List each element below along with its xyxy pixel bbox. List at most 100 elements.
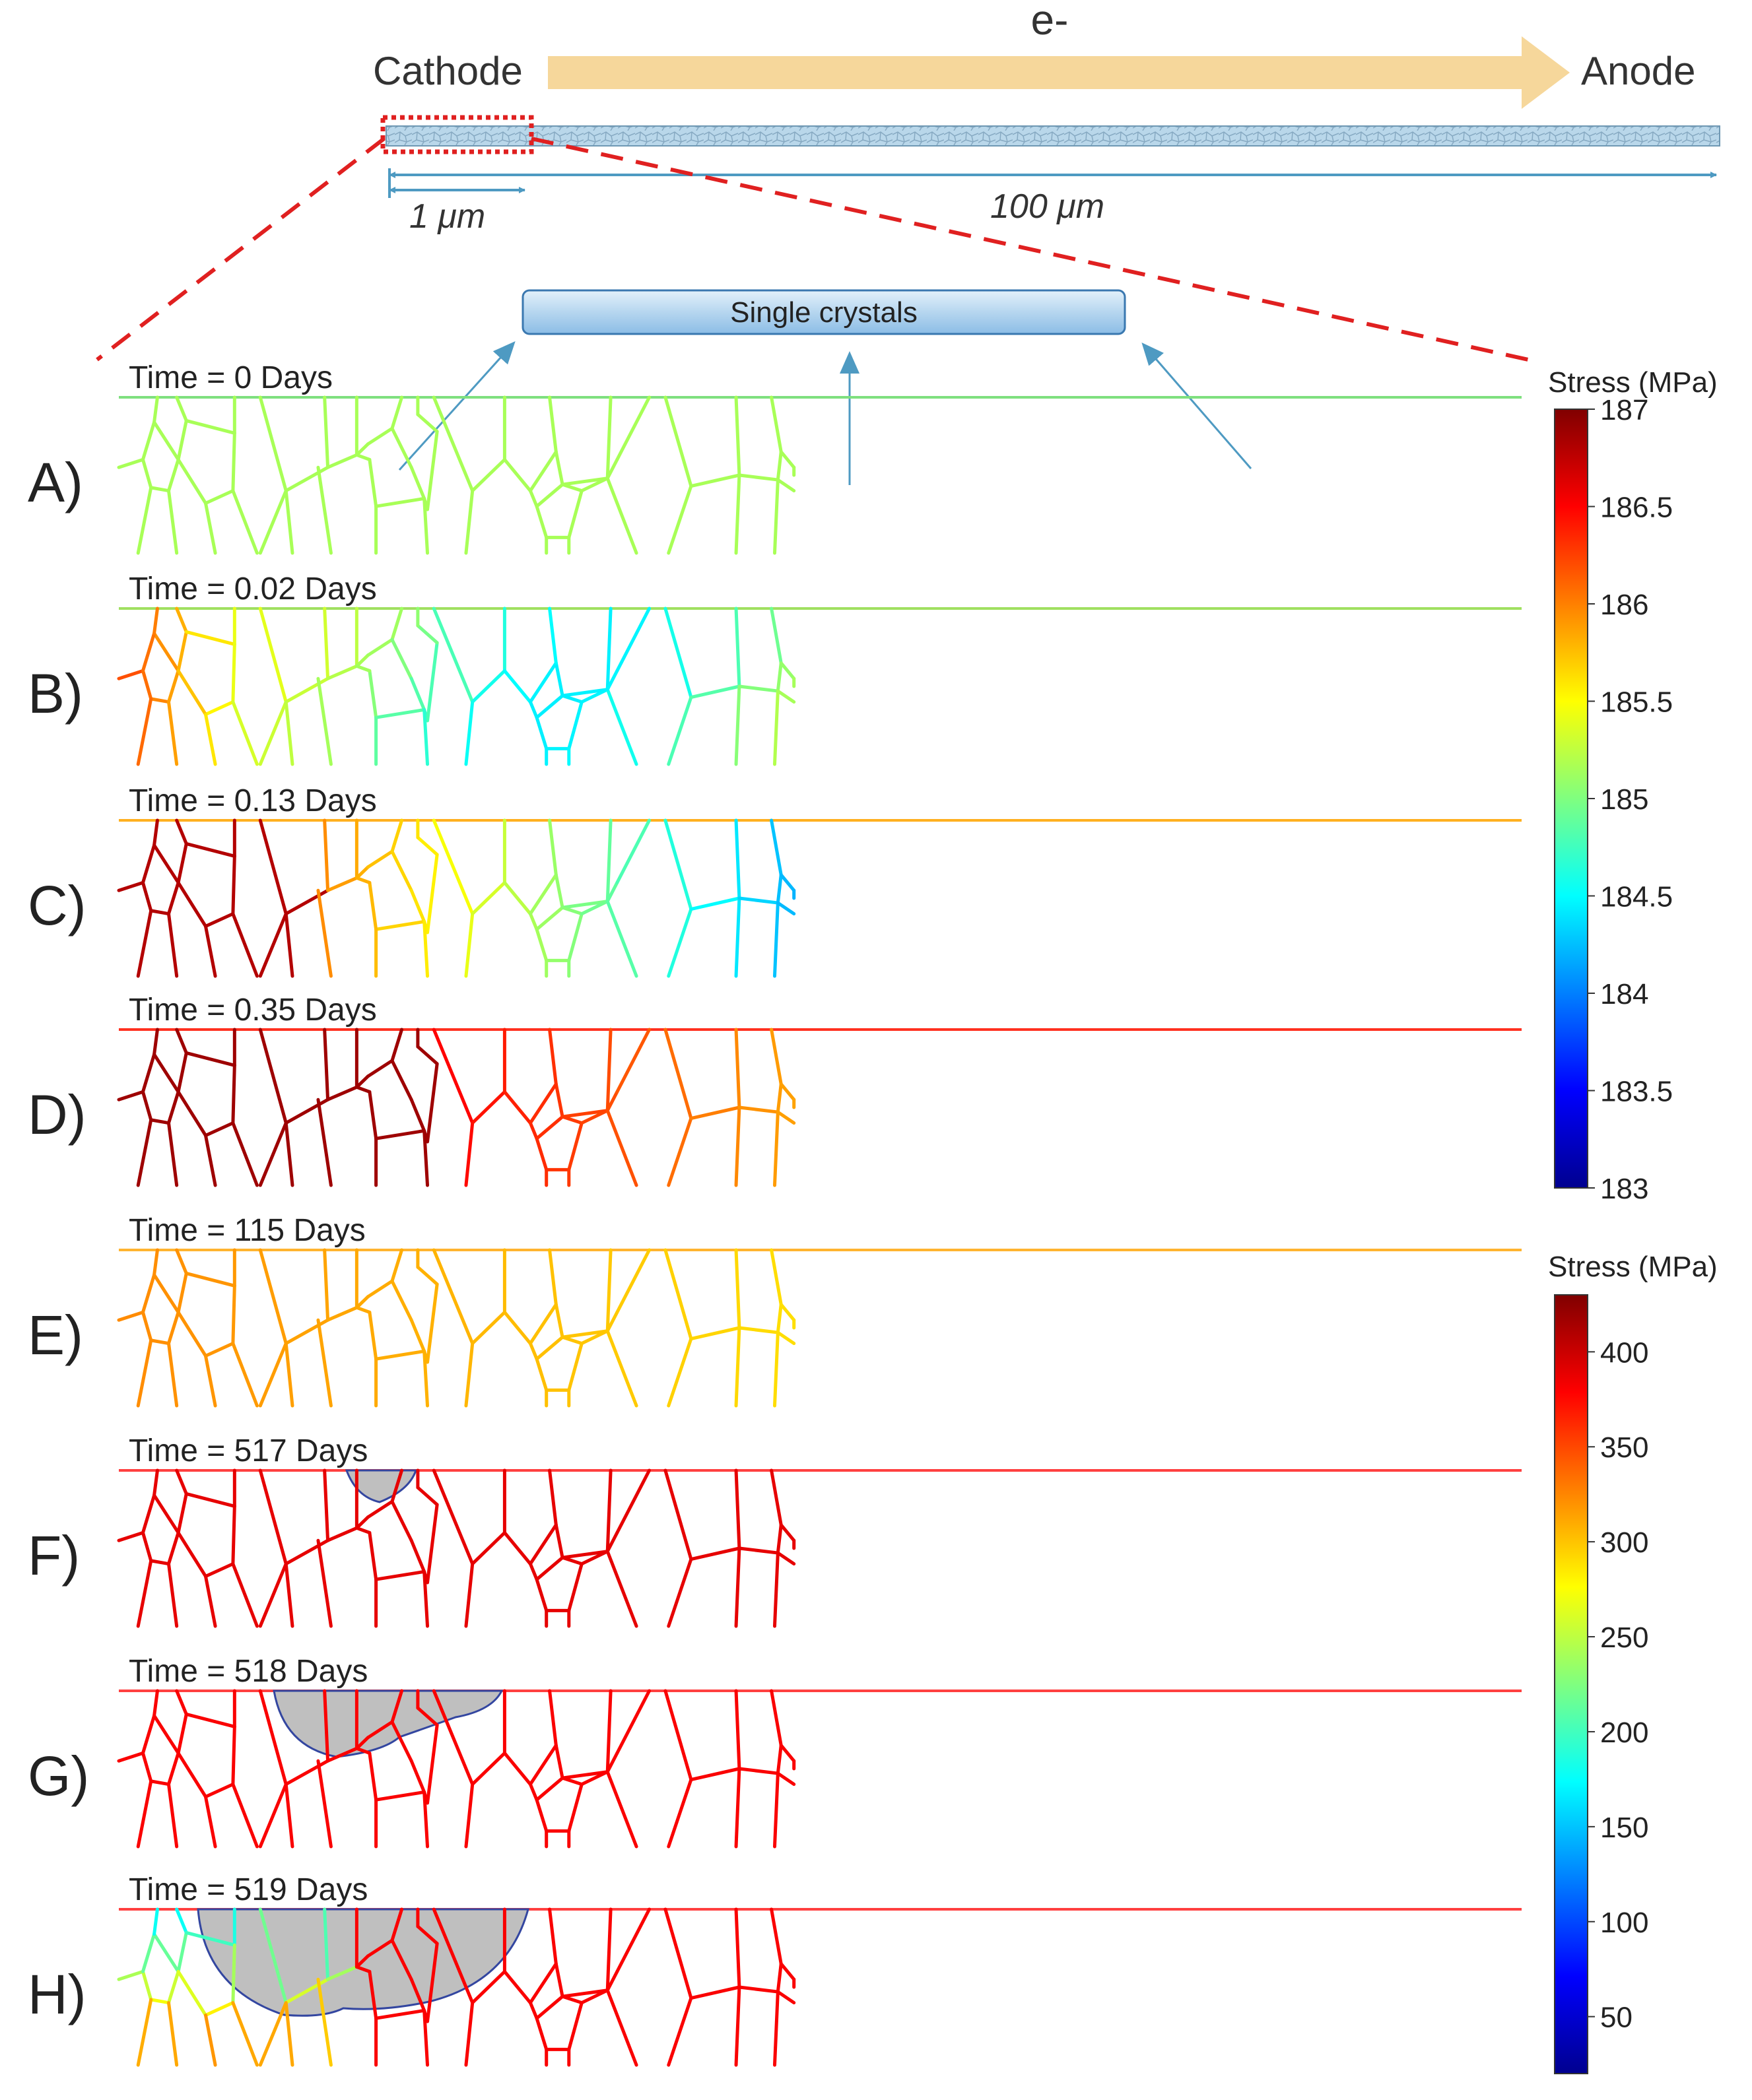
grain-boundary bbox=[560, 688, 609, 698]
grain-boundary bbox=[366, 1720, 394, 1740]
grain-boundary bbox=[323, 1028, 330, 1101]
grain-boundary bbox=[184, 1930, 236, 1947]
grain-boundary bbox=[560, 1994, 584, 2005]
grain-boundary bbox=[560, 482, 584, 493]
colorbar-bottom: Stress (MPa) 400 350 300 250 200 150 100 50 bbox=[1548, 1251, 1718, 2074]
grain-boundary bbox=[258, 1121, 288, 1187]
grain-boundary bbox=[528, 489, 539, 508]
grain-boundary bbox=[663, 1028, 693, 1121]
grain-boundary bbox=[231, 642, 236, 704]
grain-boundary bbox=[776, 1110, 796, 1125]
grain-boundary bbox=[416, 1045, 439, 1066]
grain-boundary bbox=[464, 1562, 475, 1628]
grain-boundary bbox=[184, 1271, 236, 1288]
time-label: Time = 517 Days bbox=[129, 1433, 368, 1468]
grain-boundary bbox=[176, 880, 207, 928]
grain-boundary bbox=[284, 465, 330, 493]
grain-boundary bbox=[426, 641, 439, 723]
grain-boundary bbox=[258, 2001, 288, 2067]
grain-boundary bbox=[284, 2001, 294, 2067]
grain-boundary bbox=[390, 818, 404, 853]
grain-boundary bbox=[117, 1310, 145, 1322]
grain-boundary bbox=[152, 607, 159, 636]
grain-boundary bbox=[663, 1689, 693, 1782]
grain-boundary bbox=[354, 1736, 370, 1750]
grain-boundary bbox=[580, 1329, 609, 1346]
grain-boundary bbox=[136, 486, 153, 555]
grain-boundary bbox=[176, 1969, 207, 2017]
grain-boundary bbox=[175, 1689, 188, 1716]
grain-boundary bbox=[560, 1770, 609, 1780]
grain-boundary bbox=[203, 1562, 235, 1578]
zoom-region-box bbox=[380, 115, 534, 154]
grain-boundary bbox=[117, 880, 145, 892]
grain-boundary bbox=[605, 1090, 619, 1113]
grain-boundary bbox=[354, 1965, 372, 1973]
colorbar-tick-label: 250 bbox=[1600, 1622, 1648, 1654]
grain-boundary bbox=[580, 1988, 609, 2005]
grain-boundary bbox=[258, 489, 288, 555]
grain-boundary bbox=[316, 888, 333, 978]
grain-boundary bbox=[548, 1907, 558, 1966]
grain-boundary bbox=[560, 1550, 609, 1559]
grain-boundary bbox=[231, 1121, 259, 1187]
colorbar-tick-label: 400 bbox=[1600, 1336, 1648, 1369]
grain-boundary bbox=[203, 712, 217, 766]
grain-boundary bbox=[776, 1551, 796, 1566]
grain-boundary bbox=[166, 1342, 179, 1408]
grain-boundary bbox=[231, 1562, 259, 1628]
grain-boundary bbox=[175, 1248, 188, 1275]
grain-boundary bbox=[354, 876, 372, 884]
grain-boundary bbox=[141, 1493, 156, 1534]
grain-boundary bbox=[141, 1714, 156, 1755]
grain-boundary bbox=[366, 1279, 394, 1299]
grain-boundary bbox=[567, 1562, 584, 1612]
grain-boundary bbox=[422, 2008, 430, 2067]
colorbar-top: Stress (MPa) 187 186.5 186 185.5 185 184.5 184… bbox=[1548, 366, 1718, 1205]
grain-boundary bbox=[734, 1689, 741, 1771]
grain-boundary bbox=[779, 450, 796, 469]
colorbar-bottom-bar bbox=[1554, 1294, 1588, 2074]
grain-boundary bbox=[136, 1998, 153, 2067]
grain-boundary bbox=[326, 1746, 358, 1763]
panel-h: H) Time = 519 Days bbox=[28, 1872, 1522, 2067]
grain-boundary bbox=[176, 841, 188, 884]
grain-boundary bbox=[231, 489, 259, 555]
grain-boundary bbox=[166, 700, 179, 766]
grain-boundary bbox=[560, 900, 609, 909]
grain-boundary bbox=[166, 1969, 180, 2005]
grain-boundary bbox=[560, 1115, 584, 1125]
grain-boundary bbox=[471, 1751, 506, 1787]
grain-boundary bbox=[231, 1783, 259, 1849]
grain-boundary bbox=[390, 1907, 404, 1942]
grain-boundary bbox=[368, 669, 378, 719]
grain-boundary bbox=[149, 1338, 170, 1346]
grain-boundary bbox=[176, 1090, 207, 1137]
grain-boundary bbox=[605, 1530, 619, 1554]
grain-boundary bbox=[770, 607, 783, 665]
grain-boundary bbox=[779, 1303, 796, 1322]
grain-boundary bbox=[284, 1121, 294, 1187]
grain-boundary bbox=[409, 1318, 426, 1353]
grain-boundary bbox=[416, 1265, 439, 1286]
grain-boundary bbox=[149, 697, 170, 704]
grain-boundary bbox=[166, 1090, 180, 1125]
colorbar-tick-label: 200 bbox=[1600, 1717, 1648, 1749]
grain-boundary bbox=[667, 1337, 693, 1408]
grain-boundary bbox=[231, 2001, 259, 2067]
grain-boundary bbox=[203, 924, 217, 978]
grain-boundary bbox=[734, 1105, 741, 1187]
cathode-label: Cathode bbox=[373, 49, 523, 93]
grain-boundary bbox=[605, 1689, 613, 1774]
grain-boundary bbox=[667, 1996, 693, 2067]
grain-boundary bbox=[374, 1790, 426, 1802]
grain-boundary bbox=[323, 1907, 330, 1981]
grain-boundary bbox=[231, 1284, 236, 1346]
grain-boundary bbox=[184, 1492, 236, 1508]
electron-flow-arrow bbox=[548, 36, 1570, 109]
grain-boundary bbox=[390, 1279, 413, 1322]
grain-boundary bbox=[258, 1342, 288, 1408]
grain-boundary bbox=[535, 715, 549, 750]
crystal-pointer-right bbox=[1141, 342, 1252, 469]
grain-boundary bbox=[737, 684, 780, 693]
